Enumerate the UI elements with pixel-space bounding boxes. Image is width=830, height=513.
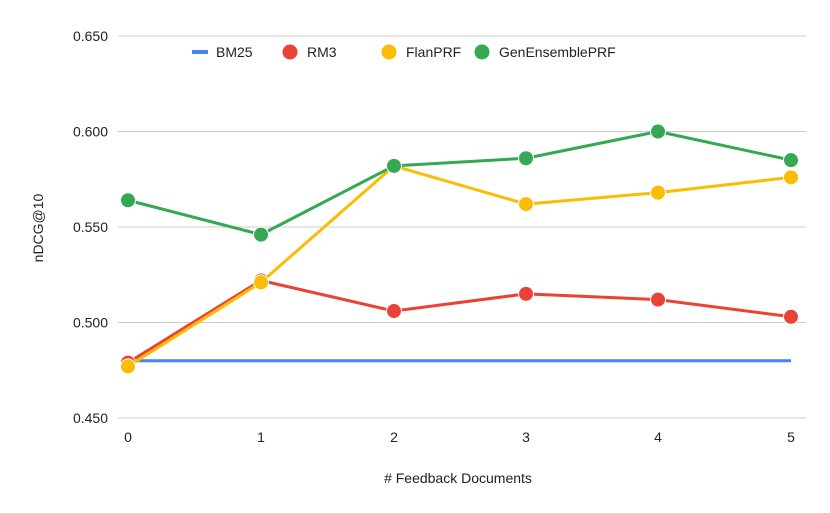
x-tick-label: 1 [257,429,265,445]
data-point-flanprf [120,358,136,375]
series-line-flanprf [127,164,792,368]
data-point-flanprf [518,196,534,213]
y-tick-label: 0.600 [73,124,108,140]
x-tick-label: 2 [390,429,398,445]
data-point-rm3 [386,303,402,320]
legend-label-rm3: RM3 [307,44,337,60]
legend: BM25 RM3 FlanPRF GenEnsemblePRF [192,44,616,60]
series-layer [120,123,799,375]
data-point-rm3 [650,291,666,308]
y-tick-label: 0.550 [73,219,108,235]
y-tick-label: 0.650 [73,28,108,44]
legend-marker-rm3 [282,44,298,60]
legend-marker-bm25 [192,50,208,54]
data-point-flanprf [783,169,799,186]
legend-label-genensembleprf: GenEnsemblePRF [499,44,616,60]
y-tick-label: 0.500 [73,315,108,331]
data-point-genensembleprf [518,150,534,167]
series-line-genensembleprf [127,130,792,237]
data-point-rm3 [783,308,799,325]
data-point-flanprf [253,274,269,291]
legend-marker-genensembleprf [474,44,490,60]
x-tick-label: 3 [522,429,530,445]
series-line-rm3 [127,278,792,364]
data-point-genensembleprf [386,157,402,174]
x-tick-labels: 0 1 2 3 4 5 [124,429,795,445]
data-point-rm3 [518,285,534,302]
x-axis-title: # Feedback Documents [384,470,532,486]
x-tick-label: 4 [654,429,662,445]
y-tick-label: 0.450 [73,410,108,426]
data-point-genensembleprf [120,192,136,209]
data-point-flanprf [650,184,666,201]
legend-label-bm25: BM25 [216,44,253,60]
data-point-genensembleprf [253,226,269,243]
legend-label-flanprf: FlanPRF [406,44,461,60]
data-point-genensembleprf [650,123,666,140]
legend-marker-flanprf [381,44,397,60]
y-axis-title: nDCG@10 [30,193,46,262]
data-point-genensembleprf [783,152,799,169]
y-tick-labels: 0.450 0.500 0.550 0.600 0.650 [73,28,108,426]
x-tick-label: 0 [124,429,132,445]
x-tick-label: 5 [787,429,795,445]
